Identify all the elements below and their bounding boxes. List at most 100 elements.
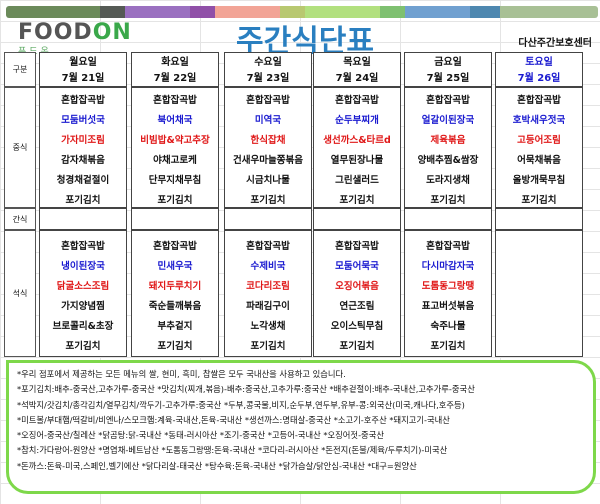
day-name: 목요일: [343, 57, 371, 68]
menu-item: 혼합잡곡밥: [153, 241, 197, 252]
menu-item: 올방개묵무침: [512, 175, 566, 186]
day-name: 토요일: [525, 57, 553, 68]
menu-item: 혼합잡곡밥: [426, 95, 470, 106]
menu-item: 혼합잡곡밥: [246, 95, 290, 106]
day-name: 화요일: [161, 57, 189, 68]
dinner-menu: [495, 230, 583, 357]
menu-item: 야채고로케: [153, 155, 197, 166]
origin-note-line: *참치:가다랑어-원양산 *명엽채-베트남산 *도톰동그랑땡:돈육-국내산 *코…: [17, 445, 448, 456]
row-label-dinner: 석식: [4, 230, 36, 357]
menu-item: 오이스틱무침: [330, 321, 384, 332]
menu-item: 혼합잡곡밥: [517, 95, 561, 106]
day-name: 수요일: [254, 57, 282, 68]
dinner-menu: 혼합잡곡밥 모둠어묵국 오징어볶음 연근조림 오이스틱무침 포기김치: [313, 230, 401, 357]
menu-item: 그린샐러드: [335, 175, 379, 186]
color-bar-segment: [380, 6, 405, 18]
center-name: 다산주간보호센터: [518, 38, 592, 49]
menu-item: 노각생채: [250, 321, 286, 332]
menu-item: 닭굴소스조림: [56, 281, 110, 292]
menu-item: 포기김치: [157, 195, 193, 206]
day-name: 금요일: [434, 57, 462, 68]
menu-item: 모둠버섯국: [61, 115, 105, 126]
menu-item: 혼합잡곡밥: [153, 95, 197, 106]
menu-item: 시금치나물: [246, 175, 290, 186]
menu-item: 감자채볶음: [61, 155, 105, 166]
menu-item: 혼합잡곡밥: [61, 95, 105, 106]
lunch-menu: 혼합잡곡밥 순두부찌개 생선까스&타르d 열무된장나물 그린샐러드 포기김치: [313, 87, 401, 208]
menu-item: 혼합잡곡밥: [61, 241, 105, 252]
lunch-menu: 혼합잡곡밥 미역국 한식잡채 건새우마늘쫑볶음 시금치나물 포기김치: [224, 87, 312, 208]
day-header: 수요일 7월 23일: [224, 52, 312, 87]
menu-item: 고등어조림: [517, 135, 561, 146]
menu-item: 포기김치: [65, 341, 101, 352]
menu-item: 다시마감자국: [421, 261, 475, 272]
row-label-lunch: 중식: [4, 87, 36, 208]
snack-menu: [131, 208, 219, 230]
day-date: 7월 26일: [517, 73, 561, 84]
menu-item: 미역국: [254, 115, 282, 126]
menu-item: 순두부찌개: [335, 115, 379, 126]
menu-item: 혼합잡곡밥: [246, 241, 290, 252]
origin-note-line: *돈까스:돈육-미국,스페인,벨기에산 *닭다리살-태국산 *탕수육:돈육-국내…: [17, 460, 417, 471]
day-header: 목요일 7월 24일: [313, 52, 401, 87]
day-date: 7월 24일: [335, 73, 379, 84]
lunch-menu: 혼합잡곡밥 얼갈이된장국 제육볶음 양배추찜&쌈장 도라지생채 포기김치: [404, 87, 492, 208]
menu-item: 가자미조림: [61, 135, 105, 146]
menu-item: 혼합잡곡밥: [426, 241, 470, 252]
menu-item: 어묵채볶음: [517, 155, 561, 166]
menu-item: 비빔밥&약고추장: [140, 135, 210, 146]
day-header: 화요일 7월 22일: [131, 52, 219, 87]
row-label-category: 구분: [4, 52, 36, 87]
menu-item: 모둠어묵국: [335, 261, 379, 272]
menu-item: 포기김치: [250, 195, 286, 206]
menu-item: 혼합잡곡밥: [335, 95, 379, 106]
origin-notes-box: *우리 점포에서 제공하는 모든 메뉴의 쌀, 현미, 흑미, 찹쌀은 모두 국…: [6, 360, 596, 494]
menu-item: 포기김치: [430, 195, 466, 206]
color-bar-segment: [405, 6, 470, 18]
menu-item: 돼지두루치기: [148, 281, 202, 292]
menu-item: 건새우마늘쫑볶음: [233, 155, 303, 166]
lunch-menu: 혼합잡곡밥 북어채국 비빔밥&약고추장 야채고로케 단무지채무침 포기김치: [131, 87, 219, 208]
day-name: 월요일: [69, 57, 97, 68]
color-bar-segment: [190, 6, 215, 18]
menu-item: 표고버섯볶음: [421, 301, 475, 312]
dinner-menu: 혼합잡곡밥 냉이된장국 닭굴소스조림 가지양념찜 브로콜리&초장 포기김치: [39, 230, 127, 357]
menu-item: 얼갈이된장국: [421, 115, 475, 126]
color-bar-segment: [100, 6, 125, 18]
day-header: 월요일 7월 21일: [39, 52, 127, 87]
menu-item: 포기김치: [157, 341, 193, 352]
row-label-snack: 간식: [4, 208, 36, 230]
origin-note-line: *우리 점포에서 제공하는 모든 메뉴의 쌀, 현미, 흑미, 찹쌀은 모두 국…: [17, 369, 346, 379]
menu-item: 도라지생채: [426, 175, 470, 186]
menu-item: 포기김치: [65, 195, 101, 206]
menu-item: 단무지채무침: [148, 175, 202, 186]
menu-item: 오징어볶음: [335, 281, 379, 292]
menu-item: 포기김치: [339, 195, 375, 206]
menu-item: 연근조림: [339, 301, 375, 312]
color-bar-segment: [500, 6, 598, 18]
color-bar-segment: [125, 6, 190, 18]
menu-item: 코다리조림: [246, 281, 290, 292]
day-date: 7월 21일: [61, 73, 105, 84]
snack-menu: [313, 208, 401, 230]
color-bar-segment: [305, 6, 380, 18]
menu-item: 도톰동그랑땡: [421, 281, 475, 292]
origin-note-line: *포기김치:배추-중국산,고추가루-중국산 *맛김치(찌개,볶음)-배추:중국산…: [17, 384, 475, 395]
menu-item: 냉이된장국: [61, 261, 105, 272]
dinner-menu: 혼합잡곡밥 민새우국 돼지두루치기 죽순들깨볶음 부추겉지 포기김치: [131, 230, 219, 357]
snack-menu: [495, 208, 583, 230]
logo-text: FOOD: [18, 20, 93, 45]
origin-note-line: *오징어-중국산/칠레산 *닭곰탕:닭-국내산 *동태-러시아산 *조기-중국산…: [17, 430, 384, 441]
menu-item: 민새우국: [157, 261, 193, 272]
origin-note-line: *미트볼/부대햄/떡갈비/비엔나/스모크햄:계육-국내산,돈육-국내산 *생선까…: [17, 414, 450, 425]
snack-menu: [404, 208, 492, 230]
color-bar-segment: [215, 6, 280, 18]
snack-menu: [224, 208, 312, 230]
menu-item: 포기김치: [521, 195, 557, 206]
menu-item: 제육볶음: [430, 135, 466, 146]
menu-item: 죽순들깨볶음: [148, 301, 202, 312]
menu-item: 파래김구이: [246, 301, 290, 312]
menu-item: 수제비국: [250, 261, 286, 272]
menu-item: 청경채겉절이: [56, 175, 110, 186]
